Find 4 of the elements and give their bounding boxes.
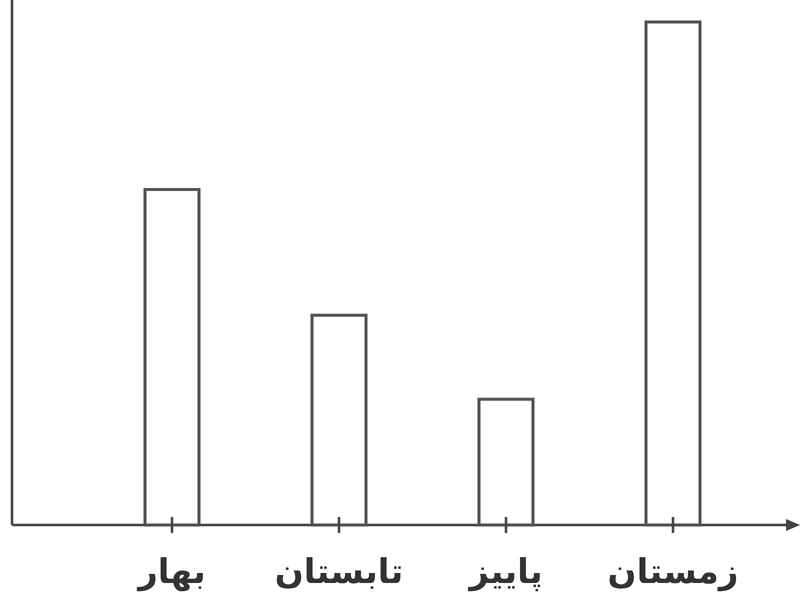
x-tick-label: بهار [136, 552, 206, 592]
x-tick-label: زمستان [608, 552, 738, 592]
x-tick-label: تابستان [274, 552, 404, 592]
x-tick-label: پاییز [467, 552, 543, 592]
